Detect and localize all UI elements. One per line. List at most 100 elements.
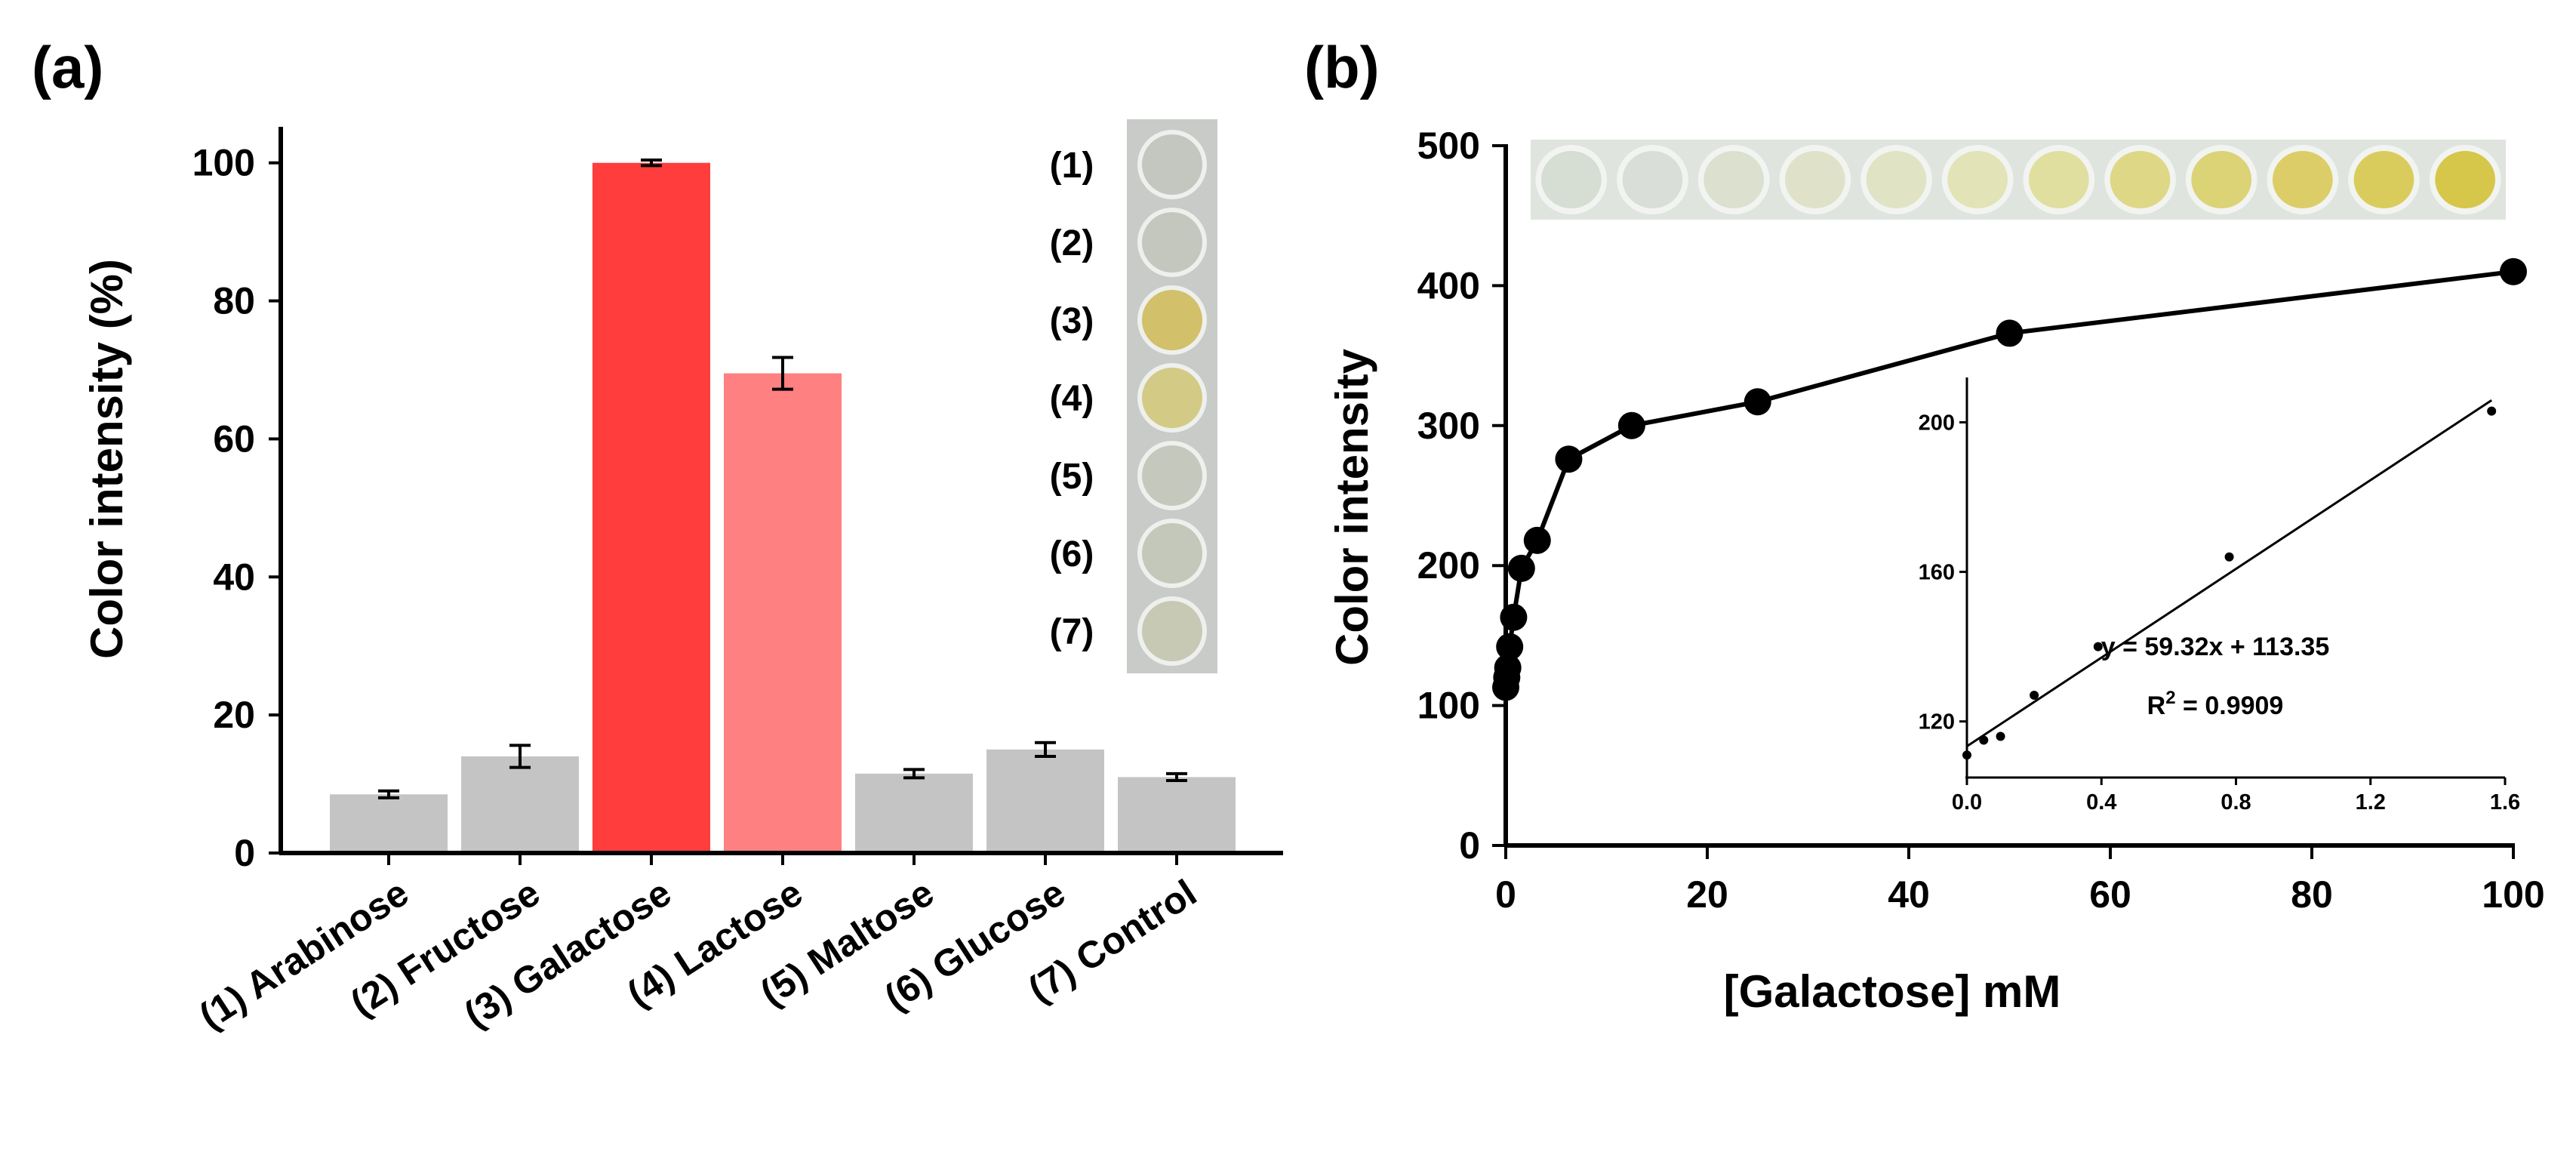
bar-5 [855,773,973,853]
inset-plot: 120 160 200 0.0 0.4 0.8 1.2 1.6 y = 59.32x + 11… [1919,376,2521,815]
inset-x-tick-label-0: 0.0 [1952,790,1982,815]
data-point-4 [1496,633,1524,661]
well-label-1: (1) [1050,146,1094,186]
well-7 [1142,601,1202,661]
y-tick-label-b-1: 100 [1417,685,1480,727]
x-tick-labels-b: 0 20 40 60 80 100 [1495,873,2545,916]
inset-point-1 [1962,750,1971,760]
well-label-5: (5) [1050,457,1094,497]
y-tick-label-b-0: 0 [1459,824,1480,867]
y-axis-title-b: Color intensity [1327,348,1377,666]
bar-7 [1118,777,1236,853]
strip-well-6 [1947,151,2008,208]
fit-equation: y = 59.32x + 113.35 [2101,633,2330,661]
x-axis-title-b: [Galactose] mM [1724,966,2061,1017]
inset-fit-line-path [1966,399,2493,747]
inset-background [1922,376,2505,799]
y-tick-labels-b: 0 100 200 300 400 500 [1417,125,1480,867]
data-point-6 [1507,554,1535,582]
strip-well-1 [1540,151,1602,208]
x-tick-label-b-4: 80 [2291,873,2333,916]
inset-point-4 [2030,691,2039,701]
well-label-6: (6) [1050,534,1094,574]
strip-well-10 [2272,151,2333,208]
inset-y-tick-label-2: 200 [1919,411,1955,435]
x-tick-label-b-0: 0 [1495,873,1516,916]
panel-b-label: (b) [1304,34,1380,100]
inset-x-tick-label-3: 1.2 [2356,790,2386,815]
well-1 [1142,134,1202,195]
data-point-3 [1494,654,1522,682]
axes-b [1492,144,2515,859]
inset-points [1962,406,2497,760]
x-tick-label-b-3: 60 [2089,873,2131,916]
axes-a [269,127,1283,865]
y-tick-labels-a: 0 20 40 60 80 100 [192,142,255,874]
series-points [1492,257,2527,701]
strip-well-12 [2435,151,2496,208]
inset-tick-labels: 120 160 200 0.0 0.4 0.8 1.2 1.6 [1919,411,2521,815]
well-2 [1142,212,1202,273]
x-tick-label-b-1: 20 [1686,873,1728,916]
strip-well-11 [2353,151,2414,208]
well-label-4: (4) [1050,379,1094,419]
inset-point-5 [2093,642,2103,651]
strip-well-2 [1622,151,1683,208]
y-tick-label-b-4: 400 [1417,264,1480,306]
r-squared-prefix: R [2147,691,2166,720]
bar-2 [461,756,579,853]
y-tick-label-a-4: 80 [213,280,255,322]
x-tick-label-b-5: 100 [2482,873,2544,916]
r-squared: R2 = 0.9909 [2147,688,2284,720]
well-inset-a: (1) (2) (3) (4) (5) (6) (7) [1050,119,1217,673]
strip-well-4 [1784,151,1845,208]
x-tick-label-b-2: 40 [1888,873,1930,916]
well-label-7: (7) [1050,612,1094,652]
bar-4 [724,373,842,854]
panel-a-label: (a) [32,34,103,100]
inset-point-3 [1996,731,2005,741]
y-tick-label-b-3: 300 [1417,405,1480,447]
well-label-3: (3) [1050,301,1094,341]
y-tick-label-a-0: 0 [234,832,255,874]
strip-well-8 [2110,151,2171,208]
bar-6 [986,749,1104,853]
inset-x-tick-label-2: 0.8 [2221,790,2251,815]
data-point-8 [1555,445,1583,473]
data-point-7 [1523,526,1551,554]
category-labels: (1) Arabinose(2) Fructose(3) Galactose(4… [192,871,1204,1037]
data-point-10 [1743,388,1771,416]
error-bar-group [378,159,1187,799]
r-squared-superscript: 2 [2165,688,2175,708]
bar-3 [592,162,710,853]
y-tick-label-a-2: 40 [213,556,255,598]
strip-well-7 [2028,151,2089,208]
inset-y-tick-label-1: 160 [1919,561,1955,585]
y-tick-label-a-1: 20 [213,694,255,736]
inset-point-2 [1979,735,1989,745]
y-tick-label-b-2: 200 [1417,544,1480,587]
well-strip-b [1531,140,2506,220]
bar-1 [330,794,448,853]
well-5 [1142,445,1202,506]
inset-point-7 [2487,406,2497,416]
well-6 [1142,523,1202,584]
inset-x-tick-label-1: 0.4 [2086,790,2116,815]
y-tick-label-b-5: 500 [1417,125,1480,167]
y-tick-label-a-3: 60 [213,417,255,460]
strip-well-3 [1703,151,1765,208]
inset-point-6 [2224,552,2234,562]
y-tick-label-a-5: 100 [192,142,255,184]
panel-b: 0 100 200 300 400 500 0 20 40 60 80 100 Color inte… [1327,125,2545,1017]
inset-fit-line [1966,399,2493,747]
well-strip-bg-b [1531,140,2506,220]
data-point-5 [1500,603,1528,631]
inset-y-tick-label-0: 120 [1919,710,1955,734]
bar-group [330,162,1236,854]
data-point-11 [1996,319,2024,347]
r-squared-value: = 0.9909 [2176,691,2284,720]
well-4 [1142,368,1202,428]
well-3 [1142,290,1202,350]
inset-x-tick-label-4: 1.6 [2490,790,2520,815]
